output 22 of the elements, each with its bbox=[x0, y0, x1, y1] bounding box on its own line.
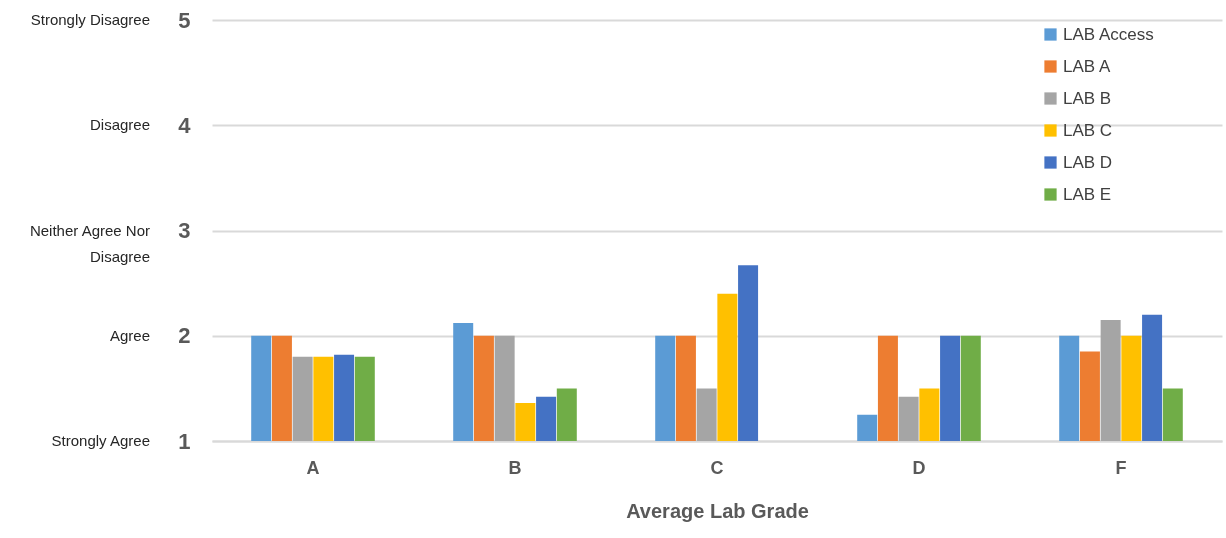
legend-label: LAB D bbox=[1063, 152, 1113, 172]
text: Agree bbox=[109, 326, 150, 344]
legend-label: LAB Access bbox=[1063, 24, 1154, 44]
legend-label: LAB E bbox=[1063, 184, 1112, 204]
y-tick-label: 3 bbox=[178, 218, 191, 243]
x-tick-label: C bbox=[710, 457, 724, 478]
y-tick-label: 1 bbox=[178, 428, 191, 454]
text: Disagree bbox=[89, 116, 150, 134]
x-tick-label: D bbox=[912, 457, 926, 478]
legend-label: LAB A bbox=[1063, 56, 1111, 76]
text: Neither Agree Nor Disagree bbox=[29, 221, 150, 265]
x-tick-label: A bbox=[306, 457, 320, 478]
text: Strongly Agree bbox=[51, 432, 150, 449]
x-axis-title: Average Lab Grade bbox=[626, 499, 809, 522]
y-tick-label: 5 bbox=[178, 7, 191, 33]
legend-label: LAB C bbox=[1063, 120, 1113, 140]
text: Strongly Disagree bbox=[30, 11, 150, 28]
y-tick-label: 2 bbox=[178, 323, 191, 349]
legend-label: LAB B bbox=[1063, 88, 1112, 108]
x-tick-label: F bbox=[1115, 457, 1127, 478]
y-tick-label: 4 bbox=[178, 112, 192, 138]
x-tick-label: B bbox=[508, 457, 522, 478]
